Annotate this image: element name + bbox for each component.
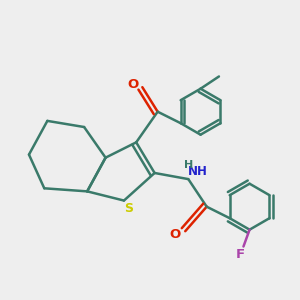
Text: S: S	[124, 202, 133, 215]
Text: H: H	[184, 160, 193, 170]
Text: F: F	[236, 248, 245, 261]
Text: O: O	[128, 78, 139, 91]
Text: NH: NH	[188, 165, 207, 178]
Text: O: O	[169, 228, 180, 241]
